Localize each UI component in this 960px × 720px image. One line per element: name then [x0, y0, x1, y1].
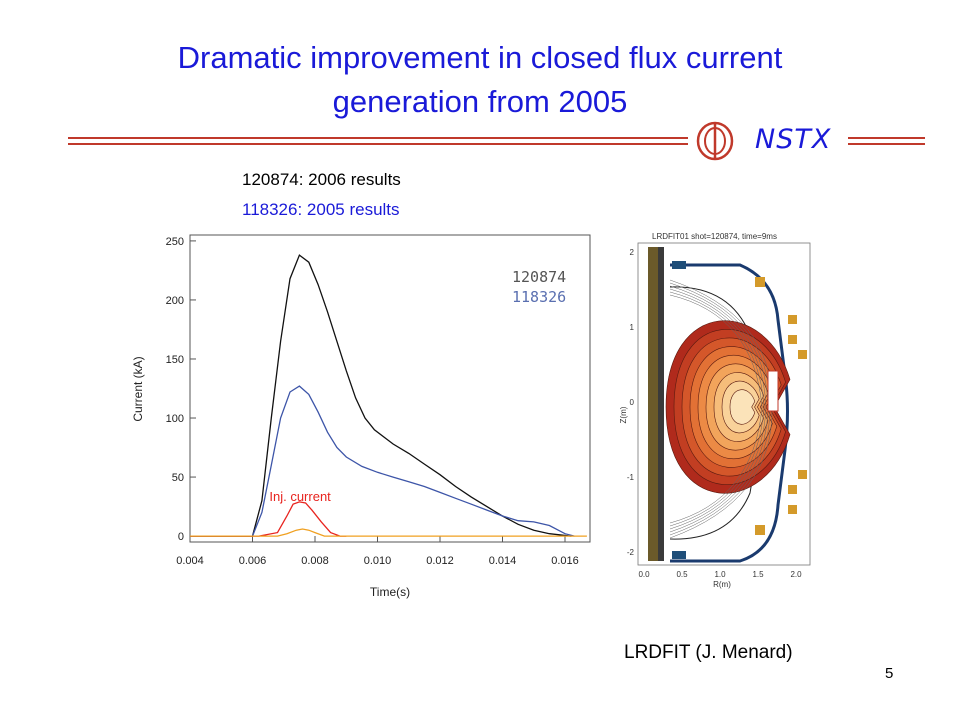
eq-y-tick-label: 0	[630, 398, 635, 407]
eq-y-tick-label: -2	[627, 548, 635, 557]
y-axis-label: Current (kA)	[131, 356, 145, 421]
eq-x-axis-label: R(m)	[713, 580, 731, 589]
eq-y-tick-label: 1	[630, 323, 635, 332]
slide-title: Dramatic improvement in closed flux curr…	[177, 40, 783, 119]
x-tick-label: 0.012	[426, 555, 454, 567]
eq-y-tick-label: 2	[630, 248, 635, 257]
shot-line-2005: 118326: 2005 results	[242, 200, 400, 219]
x-axis-label: Time(s)	[370, 585, 410, 599]
series-line-aux-3	[190, 528, 587, 537]
y-tick-label: 0	[178, 531, 184, 543]
series-line-118326	[190, 385, 575, 537]
flux-surface	[729, 389, 756, 425]
flux-contours	[665, 279, 791, 539]
y-tick-label: 150	[166, 354, 184, 366]
equilibrium-caption: LRDFIT (J. Menard)	[624, 642, 793, 663]
x-tick-label: 0.016	[551, 555, 579, 567]
series-line-120874	[190, 254, 572, 537]
plot-frame	[189, 234, 591, 543]
open-field-line	[669, 294, 763, 524]
rule-right	[848, 137, 925, 145]
x-tick-label: 0.014	[489, 555, 517, 567]
eq-x-tick-label: 1.0	[714, 570, 726, 579]
eq-x-tick-label: 0.5	[676, 570, 688, 579]
eq-x-tick-label: 2.0	[790, 570, 802, 579]
logo-text: NSTX	[755, 124, 832, 155]
current-vs-time-chart: 0.004 0.006 0.008 0.010 0.012 0.014 0.016 0 50 10…	[131, 234, 591, 599]
eq-frame	[637, 242, 811, 566]
page-number: 5	[885, 665, 894, 682]
rule-left	[68, 137, 688, 145]
nstx-torus-logo-icon	[696, 121, 734, 161]
x-tick-label: 0.010	[364, 555, 392, 567]
x-tick-label: 0.008	[301, 555, 329, 567]
open-field-line	[669, 288, 767, 530]
x-tick-label: 0.004	[176, 555, 204, 567]
y-tick-label: 250	[166, 236, 184, 248]
y-tick-label: 200	[166, 295, 184, 307]
eq-y-axis-label: Z(m)	[619, 406, 628, 423]
legend-entry-120874: 120874	[512, 268, 566, 286]
series-line-inj-current	[190, 501, 347, 537]
y-tick-label: 100	[166, 413, 184, 425]
equilibrium-reconstruction-panel: LRDFIT01 shot=120874, time=9ms 0.0 0.5 1.0…	[619, 231, 812, 595]
eq-header: LRDFIT01 shot=120874, time=9ms	[652, 232, 777, 241]
x-tick-label: 0.006	[239, 555, 267, 567]
eq-x-tick-label: 0.0	[638, 570, 650, 579]
open-field-line	[669, 291, 765, 527]
title-rule-with-logo	[68, 121, 925, 161]
pf-coils	[672, 261, 807, 559]
shot-line-2006: 120874: 2006 results	[242, 170, 401, 189]
inj-current-annotation: Inj. current	[269, 489, 331, 504]
eq-x-tick-label: 1.5	[752, 570, 764, 579]
y-tick-label: 50	[172, 472, 184, 484]
eq-axes: 0.0 0.5 1.0 1.5 2.0 2 1 0 -1 -2	[627, 248, 802, 579]
eq-y-tick-label: -1	[627, 473, 635, 482]
legend-entry-118326: 118326	[512, 288, 566, 306]
center-stack	[648, 247, 664, 561]
